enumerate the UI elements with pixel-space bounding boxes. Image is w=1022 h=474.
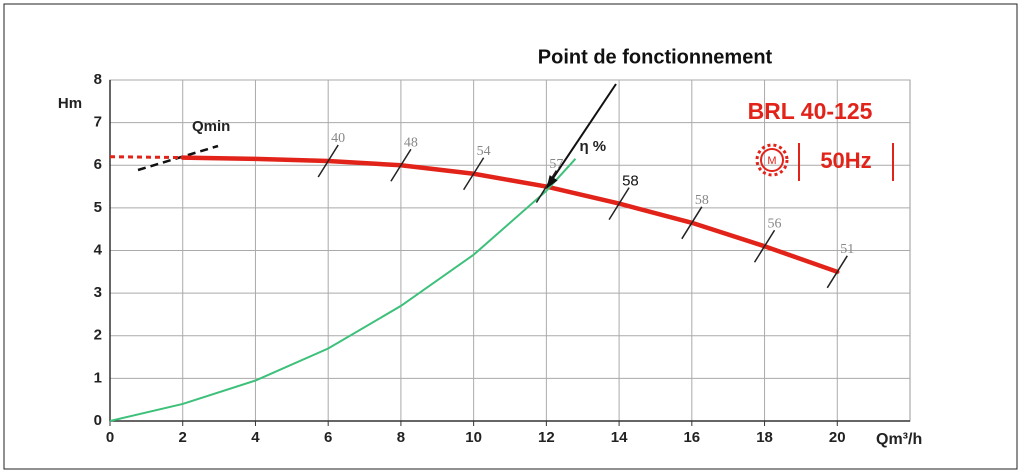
y-tick-label: 8: [94, 71, 102, 88]
x-tick-label: 2: [179, 429, 187, 446]
efficiency-tick: [753, 229, 776, 263]
qmin-line: [137, 144, 219, 172]
motor-icon: [760, 148, 784, 172]
efficiency-tick: [390, 148, 412, 182]
efficiency-tick: [681, 206, 703, 240]
y-tick-label: 4: [94, 241, 103, 258]
qmin-label: Qmin: [192, 118, 230, 135]
efficiency-tick: [463, 157, 485, 191]
x-tick-label: 16: [683, 429, 700, 446]
efficiency-tick: [535, 170, 557, 203]
y-tick-label: 6: [94, 156, 102, 173]
efficiency-label: 56: [768, 216, 782, 231]
x-tick-label: 0: [106, 429, 114, 446]
arrow-head: [546, 175, 558, 189]
efficiency-label: 40: [331, 131, 345, 146]
x-tick-label: 8: [397, 429, 405, 446]
x-tick-label: 12: [538, 429, 555, 446]
motor-icon-ring: [755, 143, 789, 177]
efficiency-label: 58: [695, 193, 709, 208]
curve: [109, 158, 577, 422]
series-legend: BRL 40-125: [748, 98, 873, 124]
x-axis-label: Qm³/h: [876, 431, 922, 448]
y-tick-label: 7: [94, 114, 102, 131]
curve: [180, 155, 840, 275]
y-tick-label: 3: [94, 284, 102, 301]
efficiency-label: 48: [404, 135, 418, 150]
y-axis-label: Hm: [58, 95, 82, 112]
efficiency-tick: [317, 144, 339, 178]
motor-letter: M: [767, 155, 776, 167]
y-tick-label: 0: [94, 412, 102, 429]
frequency: 50Hz: [820, 148, 871, 173]
y-tick-label: 2: [94, 327, 102, 344]
efficiency-label: 58: [622, 173, 639, 190]
x-tick-label: 20: [829, 429, 846, 446]
operating-point-arrow: [548, 83, 617, 185]
curve-dashed: [109, 155, 183, 160]
x-tick-label: 4: [251, 429, 260, 446]
x-tick-label: 14: [611, 429, 628, 446]
operating-point-label: Point de fonctionnement: [538, 46, 773, 68]
efficiency-label: 51: [840, 242, 854, 257]
x-tick-label: 18: [756, 429, 773, 446]
efficiency-label: 54: [477, 144, 491, 159]
x-tick-label: 10: [465, 429, 482, 446]
y-tick-label: 5: [94, 199, 102, 216]
series-label: η %: [579, 138, 606, 155]
x-tick-label: 6: [324, 429, 332, 446]
efficiency-tick: [826, 255, 848, 289]
y-tick-label: 1: [94, 369, 102, 386]
efficiency-tick: [608, 187, 630, 221]
